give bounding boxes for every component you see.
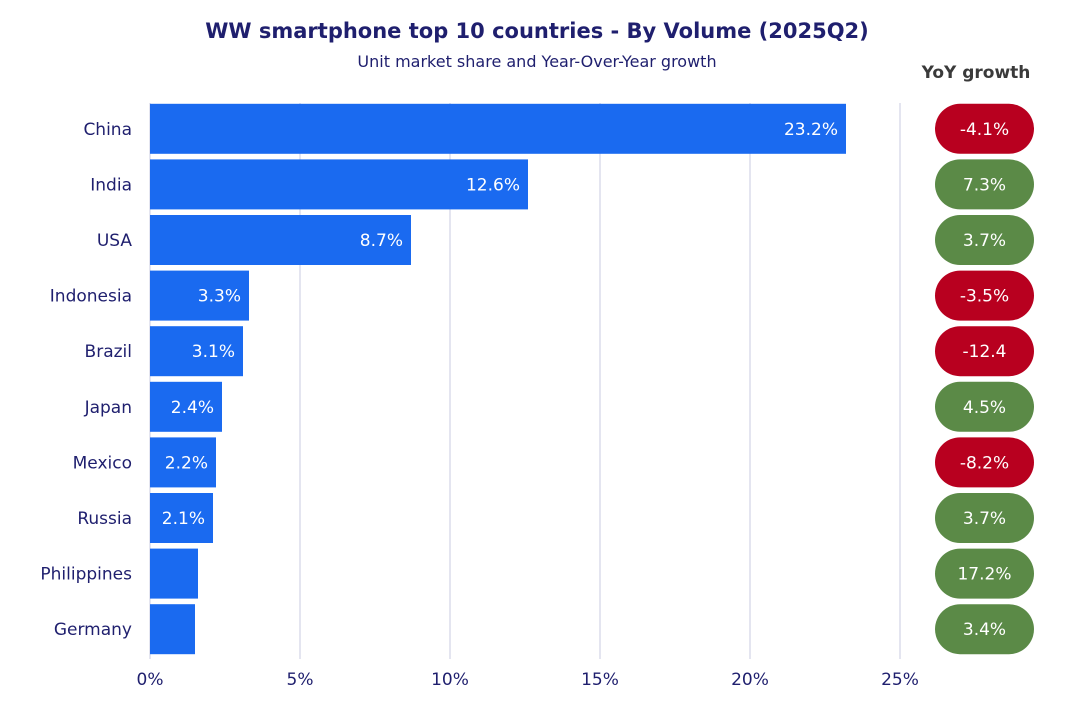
bar (150, 604, 195, 655)
yoy-value-label: -3.5% (960, 287, 1009, 307)
bar-data-label: 2.1% (162, 509, 205, 529)
category-label: Japan (84, 398, 132, 418)
bar (150, 548, 198, 599)
yoy-pill-positive (935, 159, 1034, 210)
bar (150, 381, 222, 432)
yoy-value-label: 3.7% (963, 231, 1006, 251)
bar-data-label: 3.3% (198, 287, 241, 307)
bars: 23.2% 12.6% 8.7% 3.3% 3.1% 2.4% 2.2% 2.1% (150, 103, 846, 655)
yoy-value-label: -8.2% (960, 453, 1009, 473)
x-tick-label: 25% (881, 670, 919, 690)
bar (150, 326, 243, 377)
yoy-value-label: -12.4 (963, 342, 1007, 362)
x-tick-label: 5% (287, 670, 314, 690)
category-label: Philippines (40, 565, 132, 585)
yoy-pill-negative (935, 326, 1034, 377)
bar (150, 215, 411, 265)
yoy-pill-negative (935, 270, 1034, 321)
bar-data-label: 23.2% (784, 120, 838, 140)
bar (150, 159, 528, 210)
yoy-value-label: -4.1% (960, 120, 1009, 140)
bar (150, 270, 249, 321)
category-label: Germany (54, 620, 132, 640)
chart-subtitle: Unit market share and Year-Over-Year gro… (357, 52, 716, 71)
yoy-value-label: 17.2% (957, 565, 1011, 585)
bar (150, 493, 213, 543)
yoy-value-label: 3.4% (963, 620, 1006, 640)
category-label: USA (97, 231, 133, 251)
yoy-header: YoY growth (921, 63, 1031, 83)
category-label: Indonesia (50, 287, 132, 307)
x-axis: 0% 5% 10% 15% 20% 25% (137, 670, 919, 690)
category-label: Mexico (73, 453, 132, 473)
chart-title: WW smartphone top 10 countries - By Volu… (205, 19, 869, 43)
bar-data-label: 2.2% (165, 453, 208, 473)
bar-data-label: 2.4% (171, 398, 214, 418)
yoy-column: -4.1% 7.3% 3.7% -3.5% -12.4 4.5% -8.2% 3.7% 17.2… (935, 103, 1034, 655)
yoy-pill-negative (935, 437, 1034, 488)
yoy-pill-positive (935, 548, 1034, 599)
category-labels: China India USA Indonesia Brazil Japan Mexico R… (40, 120, 132, 640)
yoy-pill-negative (935, 103, 1034, 154)
yoy-pill-positive (935, 604, 1034, 655)
yoy-value-label: 4.5% (963, 398, 1006, 418)
x-tick-label: 10% (431, 670, 469, 690)
x-tick-label: 15% (581, 670, 619, 690)
bar (150, 437, 216, 488)
x-tick-label: 20% (731, 670, 769, 690)
yoy-value-label: 7.3% (963, 175, 1006, 195)
category-label: Brazil (85, 342, 132, 362)
bar-data-label: 3.1% (192, 342, 235, 362)
yoy-pill-positive (935, 381, 1034, 432)
category-label: India (90, 175, 132, 195)
yoy-value-label: 3.7% (963, 509, 1006, 529)
category-label: Russia (77, 509, 132, 529)
x-tick-label: 0% (137, 670, 164, 690)
bar (150, 103, 846, 154)
yoy-pill-positive (935, 493, 1034, 543)
category-label: China (83, 120, 132, 140)
bar-data-label: 8.7% (360, 231, 403, 251)
yoy-pill-positive (935, 215, 1034, 265)
bar-data-label: 12.6% (466, 175, 520, 195)
